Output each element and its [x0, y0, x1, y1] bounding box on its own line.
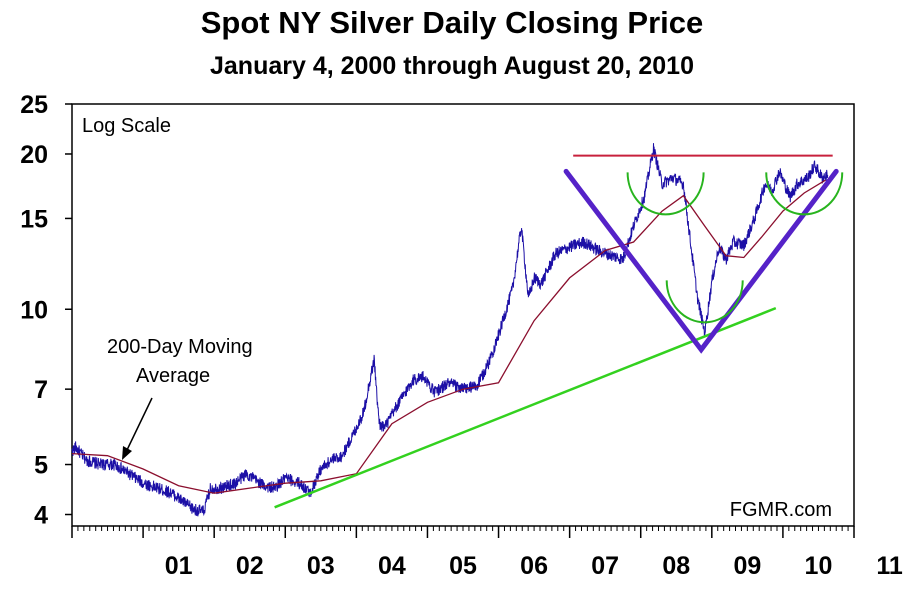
source-label: FGMR.com	[730, 499, 832, 521]
y-tick-label: 5	[34, 452, 48, 480]
ma-annotation-arrow	[126, 397, 153, 451]
chart-title: Spot NY Silver Daily Closing Price	[201, 5, 703, 40]
ma-annotation-line-1: 200-Day Moving	[107, 336, 253, 358]
chart-marks	[71, 143, 844, 517]
x-tick-label: 02	[236, 552, 264, 580]
scale-note: Log Scale	[82, 115, 171, 137]
x-tick-label: 06	[520, 552, 548, 580]
v-pattern-line	[563, 168, 839, 354]
y-axis: 4 5 7 10 15 20 25	[20, 91, 72, 530]
y-tick-label: 10	[20, 296, 48, 324]
x-axis: 01 02 03 04 05 06 07 08 09 10 11	[71, 526, 903, 580]
x-tick-label: 10	[805, 552, 833, 580]
x-tick-label: 08	[662, 552, 690, 580]
cup-arc	[626, 172, 705, 216]
ma-annotation-arrowhead	[122, 446, 132, 460]
x-tick-label: 11	[876, 552, 903, 580]
chart-subtitle: January 4, 2000 through August 20, 2010	[210, 52, 694, 80]
moving-average-line	[71, 179, 826, 494]
x-tick-label: 05	[449, 552, 477, 580]
cup-arc	[765, 172, 844, 216]
x-tick-label: 03	[307, 552, 335, 580]
y-tick-label: 15	[20, 205, 48, 233]
y-tick-label: 7	[34, 376, 48, 404]
x-tick-label: 09	[733, 552, 761, 580]
y-tick-label: 25	[20, 91, 48, 119]
plot-area	[71, 103, 855, 527]
x-tick-label: 04	[378, 552, 406, 580]
price-series-line	[71, 143, 829, 517]
ma-annotation-line-2: Average	[136, 365, 210, 387]
y-tick-label: 4	[34, 502, 48, 530]
x-tick-label: 07	[591, 552, 619, 580]
cup-arc	[665, 280, 744, 324]
y-tick-label: 20	[20, 141, 48, 169]
x-tick-label: 01	[165, 552, 193, 580]
